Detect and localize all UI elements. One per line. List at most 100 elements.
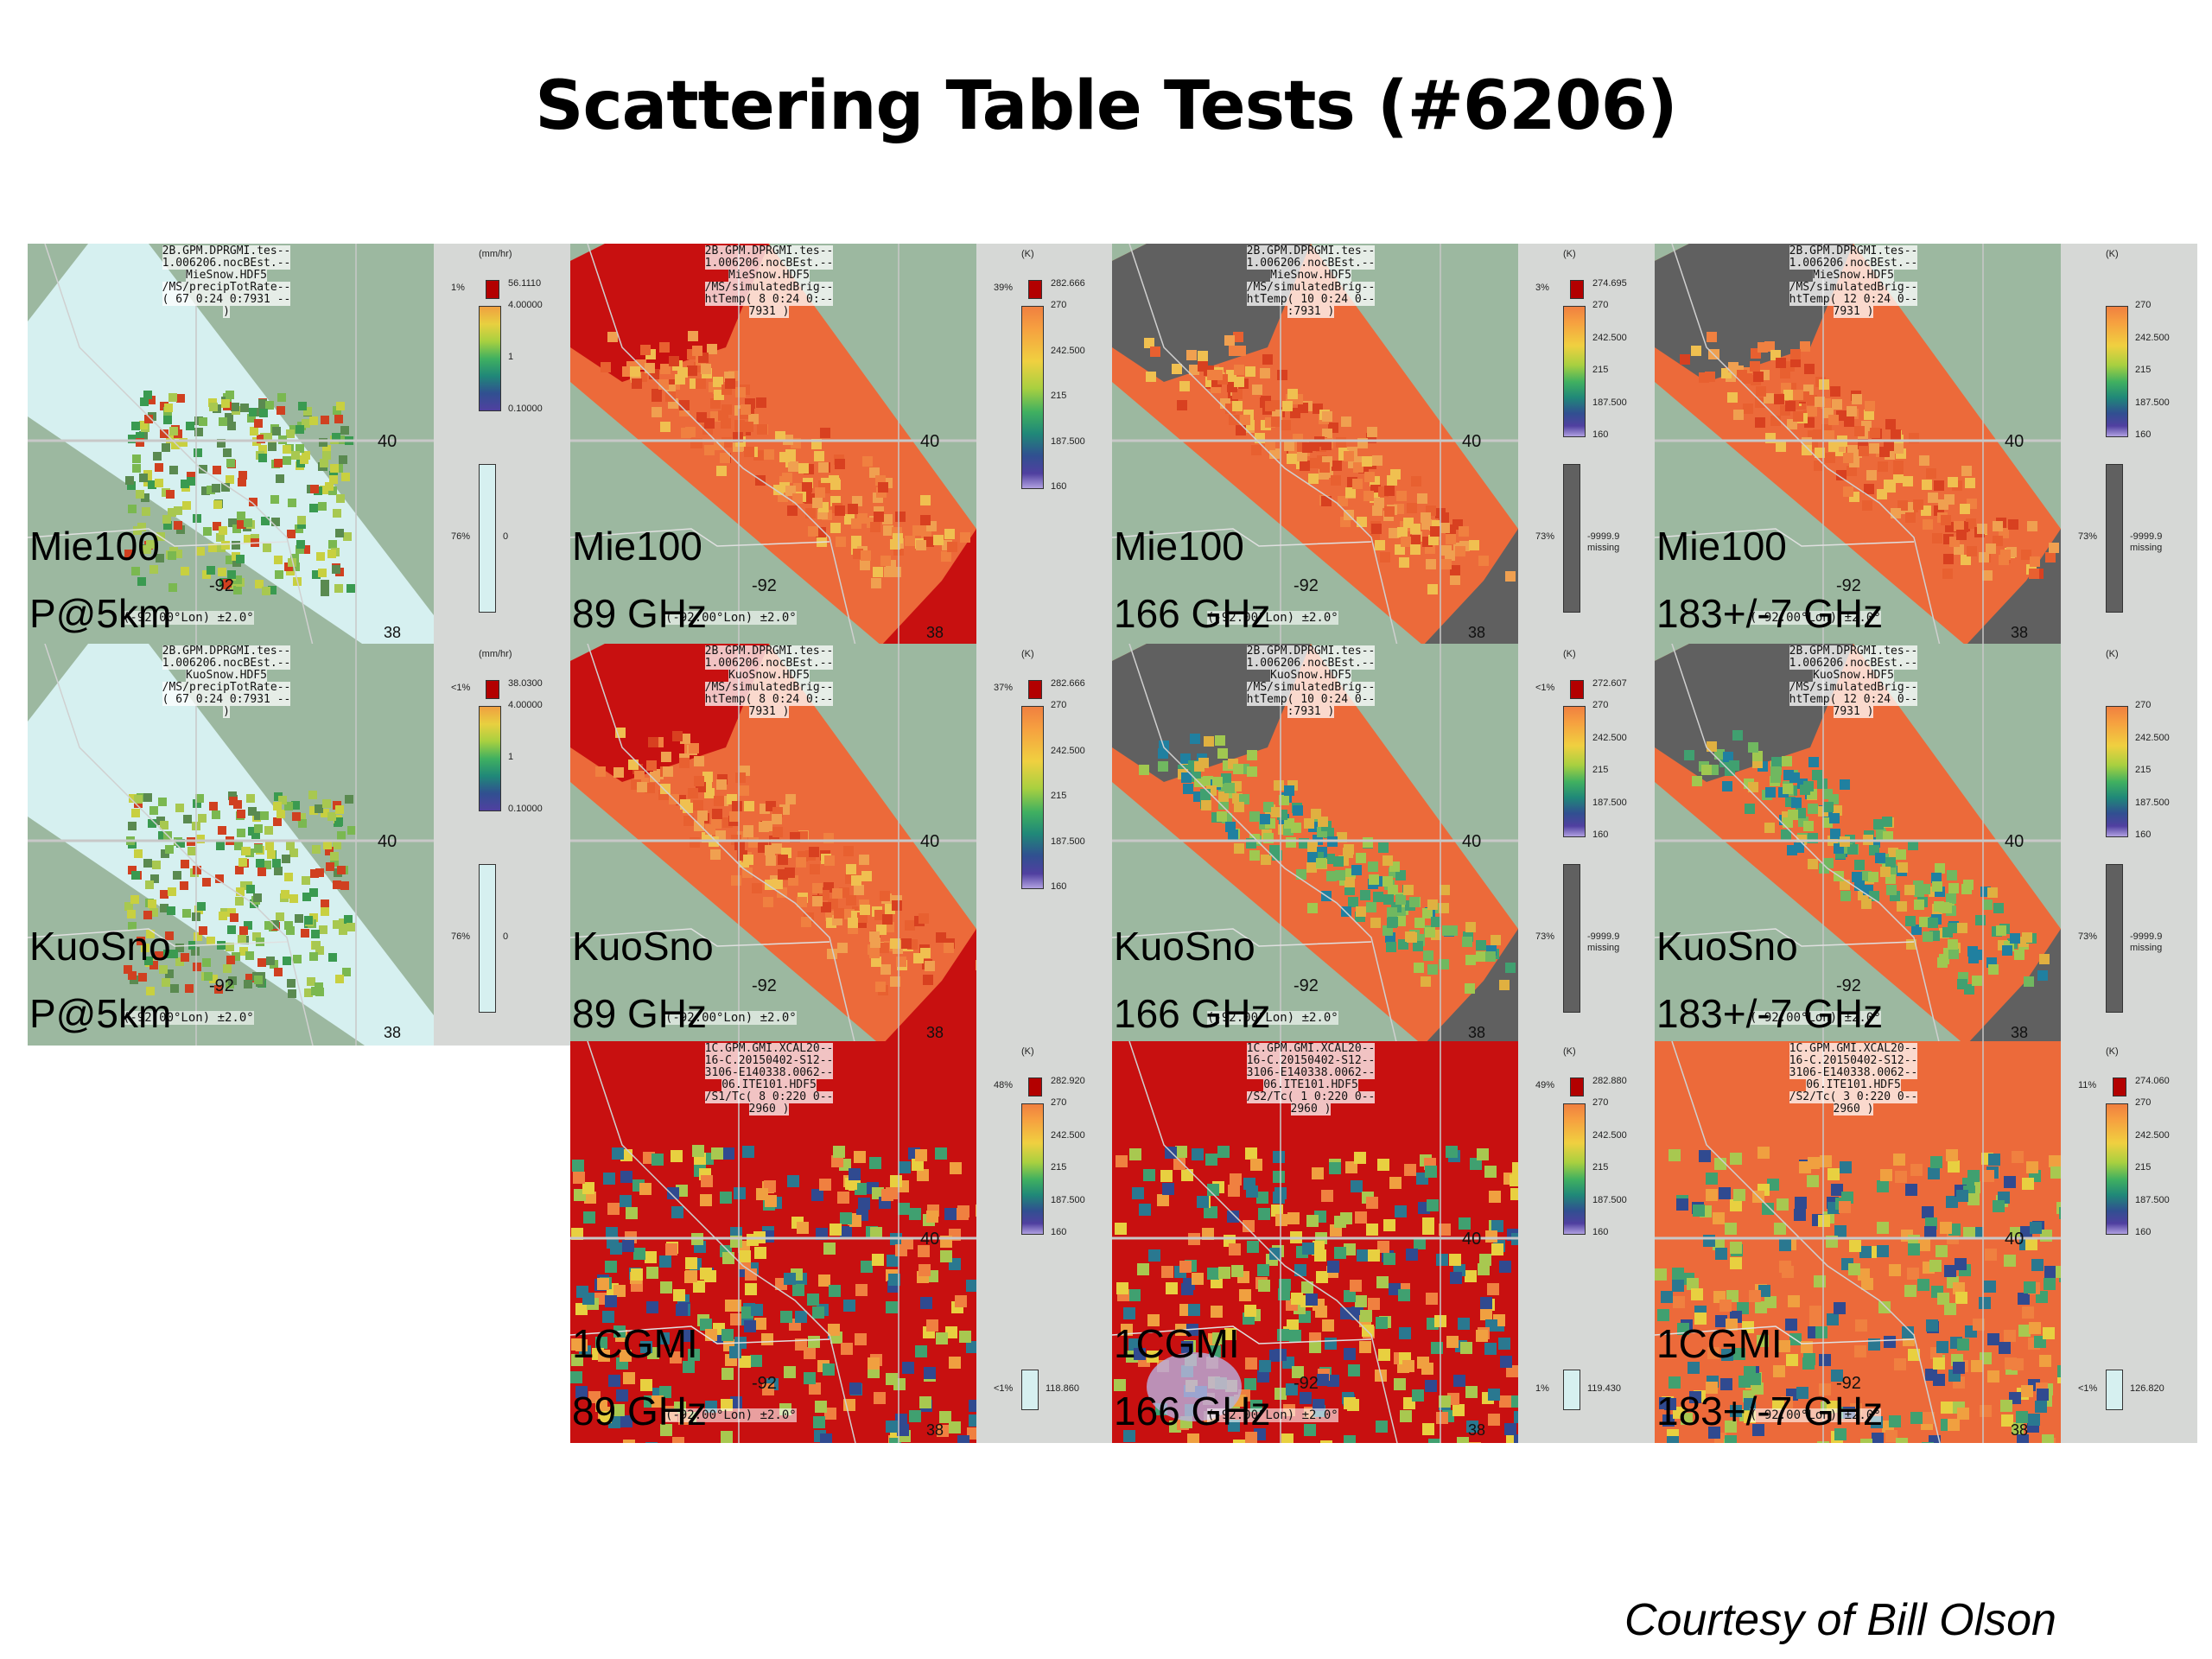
- colorbar-tick-label: 160: [1051, 481, 1067, 492]
- map-image: [1655, 244, 2061, 645]
- panel-caption-line2: 166 GHz: [1114, 991, 1271, 1036]
- swath-upper: [570, 244, 769, 382]
- colorbar-missing-box: [2106, 464, 2123, 613]
- river-line: [1128, 1041, 1398, 1443]
- colorbar-missing-value: -9999.9: [2130, 531, 2163, 542]
- colorbar-missing-value: 126.820: [2130, 1382, 2164, 1394]
- colorbar-tick-label: 187.500: [1592, 798, 1627, 808]
- map-header-line: ( 67 0:24 0:7931 --: [162, 293, 291, 306]
- map-header: 1C.GPM.GMI.XCAL20-- 16-C.20150402-S12-- 31…: [665, 1043, 873, 1116]
- map-header-line: 06.ITE101.HDF5: [721, 1078, 817, 1091]
- lat-label: 38: [1468, 1024, 1486, 1041]
- map-panel-p3: 2B.GPM.DPRGMI.tes-- 1.006206.nocBEst.-- Mi…: [1112, 244, 1655, 645]
- lat-label: 38: [926, 624, 944, 641]
- lat-label: 40: [1462, 832, 1482, 851]
- colorbar-units: (K): [2106, 1046, 2119, 1057]
- colorbar-over-value: 282.666: [1051, 278, 1085, 289]
- map-header-line: 3106-E140338.0062--: [1789, 1066, 1918, 1079]
- map-header-line: 16-C.20150402-S12--: [1789, 1054, 1918, 1067]
- map-header-line: 1.006206.nocBEst.--: [1789, 657, 1918, 670]
- map-header-line: 2B.GPM.DPRGMI.tes--: [704, 645, 834, 658]
- lat-label: 40: [920, 832, 940, 851]
- map-header-line: 2B.GPM.DPRGMI.tes--: [704, 245, 834, 257]
- colorbar-missing-value: -9999.9: [2130, 931, 2163, 942]
- swath-lower: [1423, 929, 1518, 1046]
- lon-label: -92: [1836, 1374, 1861, 1393]
- colorbar-missing-box: [2106, 1370, 2123, 1410]
- colorbar-over-pct: 39%: [994, 283, 1014, 293]
- colorbar-units: (K): [1563, 1046, 1576, 1057]
- map-footer: (-92.00°Lon) ±2.0°: [665, 1408, 797, 1422]
- map-footer: (-92.00°Lon) ±2.0°: [1750, 1408, 1881, 1422]
- colorbar-tick-label: 160: [1051, 1227, 1067, 1237]
- colorbar-tick-label: 242.500: [2135, 733, 2170, 743]
- colorbar-missing-label: missing: [2130, 543, 2163, 553]
- state-border: [28, 928, 288, 947]
- colorbar-missing-pct: 73%: [2078, 931, 2098, 942]
- colorbar-tick-label: 160: [1592, 429, 1609, 440]
- map-header-line: 1C.GPM.GMI.XCAL20--: [704, 1042, 834, 1055]
- colorbar-over-box: [1570, 280, 1584, 299]
- colorbar-units: (mm/hr): [479, 649, 512, 659]
- colorbar-tick-label: 215: [2135, 765, 2152, 775]
- colorbar-missing-value: -9999.9: [1587, 931, 1620, 942]
- river-line: [587, 244, 856, 645]
- colorbar-over-pct: 49%: [1535, 1080, 1555, 1090]
- colorbar-missing-value: -9999.9: [1587, 531, 1620, 542]
- map-header-line: KuoSnow.HDF5: [1813, 669, 1894, 682]
- map-header-line: MieSnow.HDF5: [728, 269, 810, 282]
- colorbar-tick-label: 4.00000: [508, 300, 543, 310]
- river-line: [1128, 244, 1398, 645]
- colorbar-tick-label: 1: [508, 752, 514, 762]
- swath-upper: [570, 644, 769, 782]
- colorbar-tick-label: 160: [1592, 830, 1609, 840]
- map-panel-p5: 2B.GPM.DPRGMI.tes-- 1.006206.nocBEst.-- Ku…: [28, 644, 570, 1046]
- river-line: [1671, 244, 1941, 645]
- colorbar-tick-label: 160: [1051, 881, 1067, 892]
- map-footer: (-92.00°Lon) ±2.0°: [665, 611, 797, 625]
- panel-caption-line1: KuoSno: [1656, 924, 1798, 969]
- lon-label: -92: [209, 576, 234, 595]
- colorbar-tick-label: 270: [1051, 1097, 1067, 1108]
- panel-caption-line1: Mie100: [29, 524, 160, 569]
- map-image: [28, 644, 434, 1046]
- colorbar-tick-label: 242.500: [2135, 1130, 2170, 1141]
- colorbar-missing-pct: <1%: [2078, 1382, 2098, 1394]
- colorbar-units: (K): [2106, 249, 2119, 259]
- map-header-line: 16-C.20150402-S12--: [704, 1054, 834, 1067]
- lat-label: 38: [2011, 624, 2029, 641]
- colorbar-tick-label: 160: [1592, 1227, 1609, 1237]
- lat-label: 38: [1468, 624, 1486, 641]
- state-border: [570, 1325, 830, 1344]
- colorbar-tick-label: 187.500: [1051, 1195, 1085, 1205]
- colorbar-tick-label: 242.500: [1592, 333, 1627, 343]
- lat-label: 40: [378, 432, 397, 451]
- panel-caption-line2: 89 GHz: [572, 591, 707, 636]
- map-header-line: 06.ITE101.HDF5: [1806, 1078, 1901, 1091]
- map-footer: (-92.00°Lon) ±2.0°: [123, 611, 254, 625]
- map-header-line: ): [223, 305, 230, 318]
- map-header-line: htTemp( 8 0:24 0:--: [704, 693, 834, 706]
- colorbar-tick-label: 215: [1592, 1162, 1609, 1173]
- map-header-line: 1.006206.nocBEst.--: [704, 257, 834, 270]
- colorbar-missing-pct: 76%: [451, 531, 471, 542]
- lat-label: 38: [2011, 1421, 2029, 1439]
- colorbar-missing-value: 118.860: [1046, 1382, 1079, 1394]
- colorbar: (mm/hr) <1% 38.0300 4.00000 1 0.10000 76% 0: [434, 644, 570, 1046]
- colorbar-missing-box: [479, 464, 496, 613]
- swath-lower: [1423, 529, 1518, 645]
- river-line: [587, 1041, 856, 1443]
- map-header-line: /MS/simulatedBrig--: [1246, 281, 1376, 294]
- lon-label: -92: [1294, 576, 1319, 595]
- colorbar-missing-pct: <1%: [994, 1382, 1014, 1394]
- colorbar-tick-label: 187.500: [1051, 436, 1085, 447]
- map-image: [28, 244, 434, 645]
- lat-label: 38: [1468, 1421, 1486, 1439]
- map-header-line: 2B.GPM.DPRGMI.tes--: [162, 245, 291, 257]
- lon-label: -92: [1836, 976, 1861, 995]
- colorbar-over-pct: 3%: [1535, 283, 1549, 293]
- swath-lower: [1966, 929, 2061, 1046]
- map-header-line: 7931 ): [1833, 705, 1874, 718]
- colorbar-missing-label: missing: [1587, 943, 1620, 953]
- map-header-line: 1.006206.nocBEst.--: [1789, 257, 1918, 270]
